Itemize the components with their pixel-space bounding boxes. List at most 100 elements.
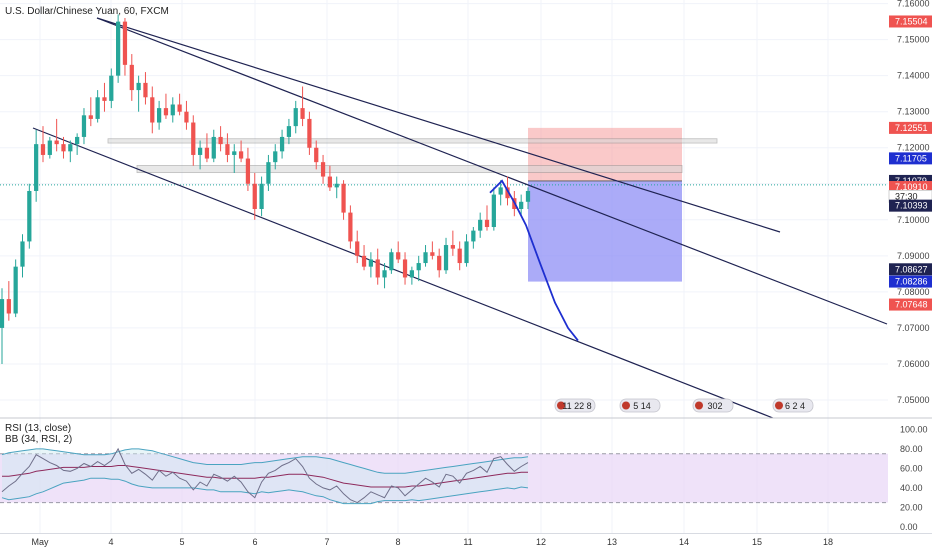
resistance-zone-upper[interactable]	[107, 138, 718, 144]
candle-body-43[interactable]	[293, 108, 298, 127]
candle-body-35[interactable]	[238, 151, 244, 159]
candle-body-32[interactable]	[218, 136, 223, 145]
candle-body-1[interactable]	[6, 299, 11, 314]
candle-body-50[interactable]	[341, 183, 346, 213]
candle-body-25[interactable]	[170, 104, 175, 116]
bb-label[interactable]: BB (34, RSI, 2)	[5, 434, 72, 445]
candle-body-3[interactable]	[20, 241, 25, 267]
event-badge-0[interactable]	[554, 398, 596, 413]
candle-body-23[interactable]	[156, 108, 162, 123]
candle-body-15[interactable]	[102, 97, 107, 101]
candle-body-27[interactable]	[184, 111, 189, 123]
candle-body-61[interactable]	[416, 263, 421, 271]
candle-body-16[interactable]	[109, 75, 114, 101]
candle-body-28[interactable]	[191, 122, 196, 155]
event-label-2: 302	[707, 401, 722, 411]
candle-body-62[interactable]	[423, 252, 428, 264]
candle-body-41[interactable]	[279, 136, 285, 152]
price-axis[interactable]: 7.16000 7.15000 7.14000 7.13000 7.12000 7.110…	[888, 0, 932, 405]
candle-body-66[interactable]	[450, 245, 455, 249]
candle-body-8[interactable]	[54, 140, 59, 145]
candle-body-68[interactable]	[464, 241, 469, 264]
candle-body-24[interactable]	[163, 108, 169, 116]
candle-body-29[interactable]	[197, 147, 203, 155]
candle-body-44[interactable]	[300, 108, 305, 119]
candle-body-39[interactable]	[266, 162, 271, 184]
candle-body-60[interactable]	[409, 270, 414, 278]
rsi-line[interactable]	[1, 447, 529, 504]
candle-body-11[interactable]	[75, 136, 80, 145]
candle-body-10[interactable]	[68, 144, 73, 152]
candle-body-12[interactable]	[81, 115, 87, 137]
candle-body-42[interactable]	[286, 126, 292, 137]
candle-body-55[interactable]	[375, 259, 380, 278]
candle-body-38[interactable]	[259, 183, 264, 209]
symbol-title[interactable]: U.S. Dollar/Chinese Yuan, 60, FXCM	[5, 6, 169, 17]
bb-upper-line[interactable]	[1, 448, 529, 474]
candle-body-72[interactable]	[491, 194, 496, 228]
candle-body-5[interactable]	[34, 144, 39, 191]
candle-body-73[interactable]	[498, 187, 503, 195]
candle-body-0[interactable]	[0, 299, 5, 328]
candle-body-13[interactable]	[88, 115, 93, 119]
candle-body-34[interactable]	[232, 151, 237, 155]
candle-body-22[interactable]	[150, 97, 155, 123]
candle-body-6[interactable]	[40, 144, 46, 155]
candle-body-26[interactable]	[177, 104, 182, 112]
candle-body-40[interactable]	[273, 151, 278, 163]
candle-body-21[interactable]	[143, 82, 148, 98]
candle-body-45[interactable]	[307, 118, 312, 148]
candle-body-65[interactable]	[443, 245, 449, 271]
candle-body-64[interactable]	[437, 255, 442, 271]
candle-body-59[interactable]	[402, 259, 408, 278]
candle-body-67[interactable]	[457, 248, 462, 264]
event-badge-1[interactable]	[619, 398, 661, 413]
candle-body-30[interactable]	[204, 147, 210, 159]
candle-body-57[interactable]	[389, 252, 394, 271]
candle-body-9[interactable]	[61, 144, 66, 152]
rsi-label[interactable]: RSI (13, close)	[5, 423, 71, 434]
resistance-zone-lower[interactable]	[136, 164, 683, 174]
candle-body-77[interactable]	[525, 190, 531, 202]
candle-body-19[interactable]	[129, 64, 134, 91]
candle-body-56[interactable]	[382, 270, 387, 278]
channel-upper-line[interactable]	[96, 17, 781, 233]
candle-body-4[interactable]	[27, 190, 32, 242]
candle-body-63[interactable]	[430, 252, 435, 256]
projection-path[interactable]	[489, 179, 579, 342]
candle-body-2[interactable]	[13, 266, 18, 314]
rsi-axis[interactable]: 100.00 80.00 60.00 40.00 20.00 0.00	[900, 424, 928, 532]
event-badge-2[interactable]	[692, 398, 734, 413]
candle-body-70[interactable]	[478, 219, 483, 231]
candle-body-51[interactable]	[348, 212, 353, 242]
rsi-tick-2: 60.00	[900, 463, 923, 473]
candle-body-49[interactable]	[334, 183, 339, 188]
candle-body-71[interactable]	[484, 219, 490, 228]
candle-body-20[interactable]	[136, 82, 141, 91]
candle-body-36[interactable]	[245, 158, 251, 184]
channel-mid-line[interactable]	[96, 17, 888, 325]
take-profit-zone[interactable]	[528, 180, 682, 282]
candle-body-48[interactable]	[327, 176, 333, 188]
candle-body-17[interactable]	[116, 21, 121, 76]
candle-body-31[interactable]	[211, 136, 216, 159]
candle-body-76[interactable]	[519, 201, 524, 209]
candle-body-7[interactable]	[47, 140, 52, 155]
candle-body-33[interactable]	[225, 144, 230, 155]
candle-body-46[interactable]	[314, 147, 319, 163]
candle-body-14[interactable]	[95, 97, 100, 119]
candle-body-58[interactable]	[396, 252, 401, 260]
event-badge-3[interactable]	[772, 398, 814, 413]
candle-body-74[interactable]	[505, 187, 510, 199]
price-tick-1: 7.15000	[897, 35, 930, 45]
candle-body-54[interactable]	[368, 259, 374, 267]
candle-body-53[interactable]	[361, 255, 367, 267]
candle-body-37[interactable]	[252, 183, 257, 209]
candle-body-52[interactable]	[355, 241, 360, 256]
bb-lower-line[interactable]	[1, 477, 529, 505]
candle-body-18[interactable]	[122, 21, 128, 65]
date-axis[interactable]: May 4 5 6 7 8 11 12 13 14 15 18	[31, 537, 833, 547]
candle-body-69[interactable]	[471, 230, 476, 242]
candle-body-47[interactable]	[320, 162, 326, 177]
